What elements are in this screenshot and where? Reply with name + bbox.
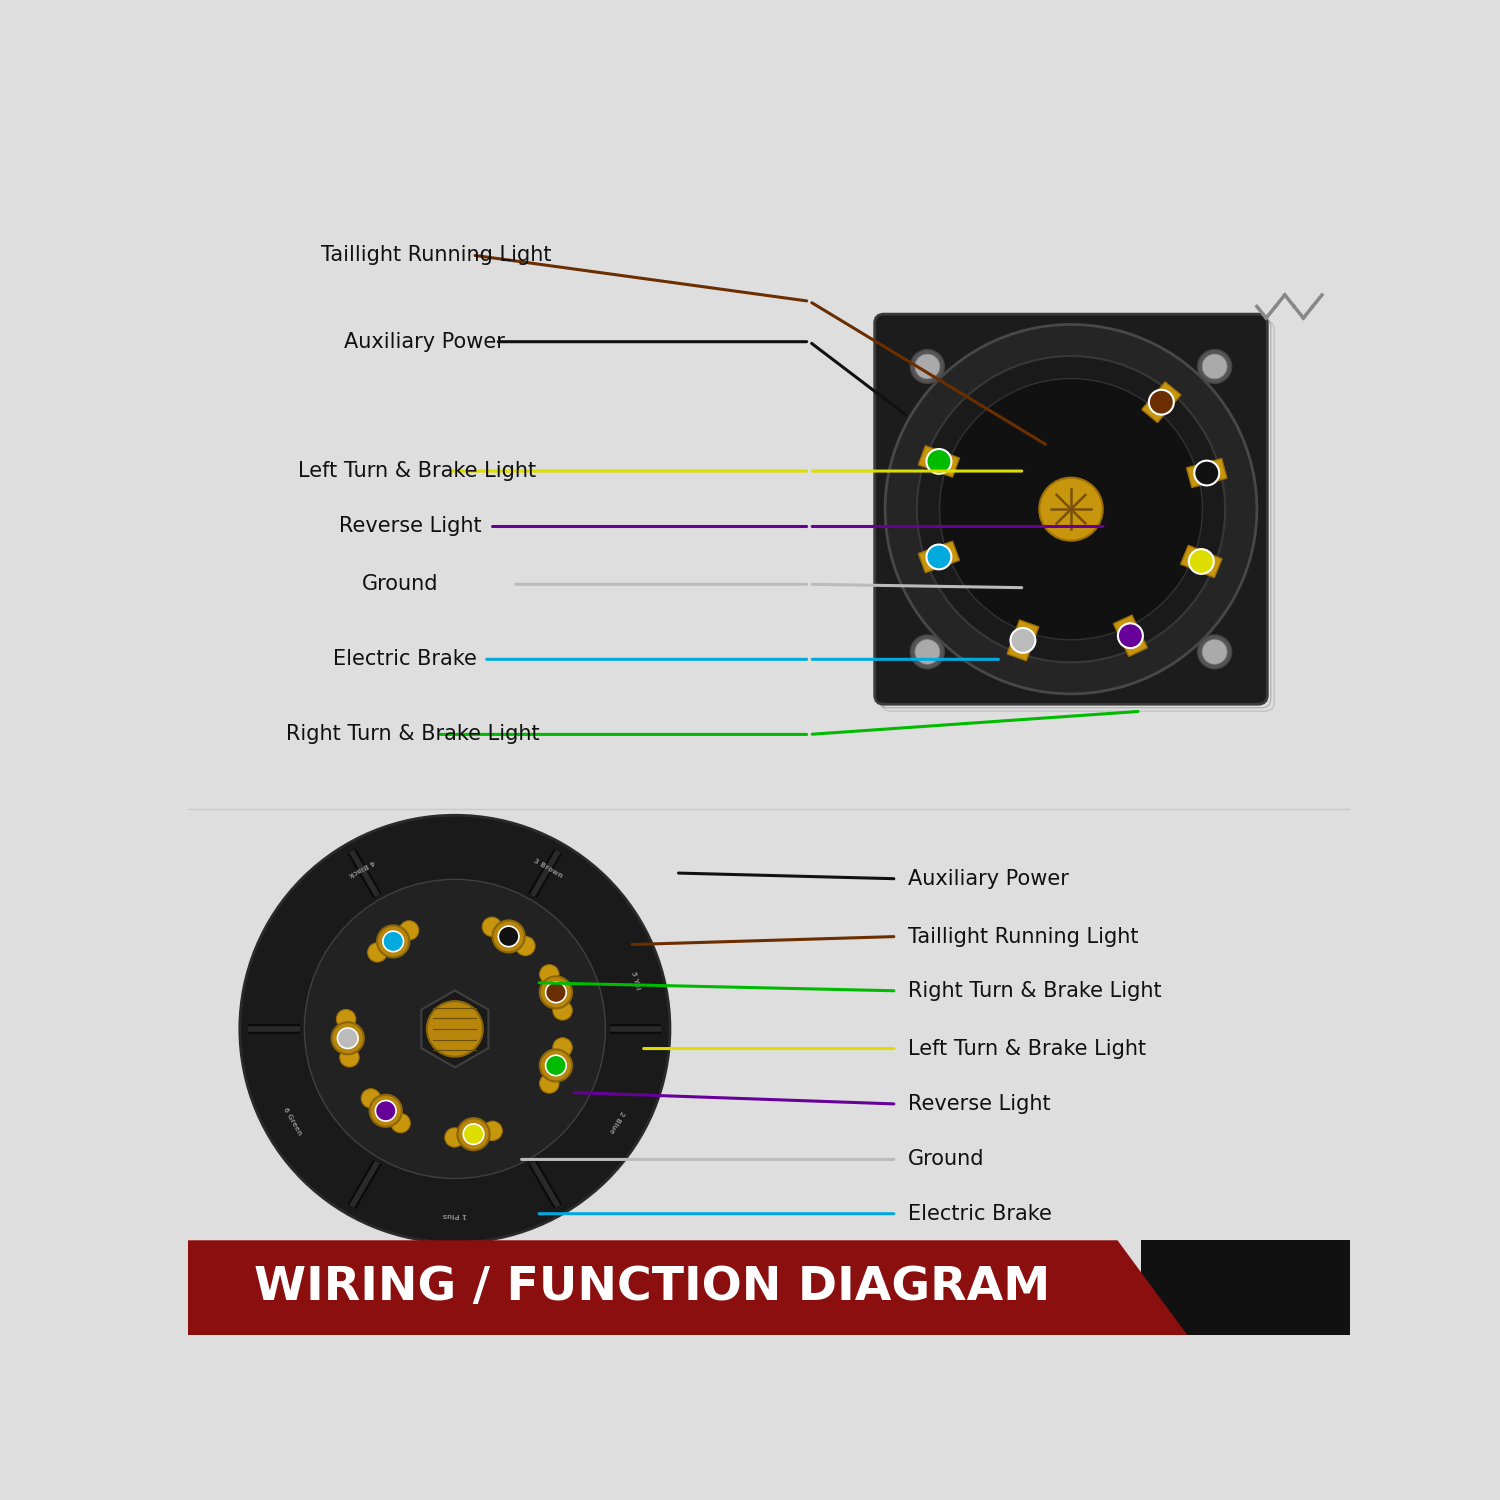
Circle shape bbox=[885, 324, 1257, 694]
Circle shape bbox=[446, 1128, 464, 1148]
Text: WIRING / FUNCTION DIAGRAM: WIRING / FUNCTION DIAGRAM bbox=[255, 1264, 1050, 1310]
Circle shape bbox=[546, 982, 566, 1002]
Text: 6 Green: 6 Green bbox=[282, 1107, 303, 1137]
Text: 1 Plus: 1 Plus bbox=[442, 1212, 466, 1218]
Polygon shape bbox=[1180, 546, 1222, 578]
Circle shape bbox=[369, 1095, 402, 1126]
Polygon shape bbox=[918, 542, 960, 573]
Circle shape bbox=[1202, 354, 1227, 380]
Circle shape bbox=[458, 1118, 489, 1150]
Circle shape bbox=[368, 944, 387, 962]
Text: Auxiliary Power: Auxiliary Power bbox=[345, 332, 506, 351]
Text: Electric Brake: Electric Brake bbox=[908, 1203, 1052, 1224]
Circle shape bbox=[340, 1048, 358, 1066]
Text: Taillight Running Light: Taillight Running Light bbox=[908, 927, 1138, 946]
Text: Ground: Ground bbox=[908, 1149, 984, 1170]
Circle shape bbox=[498, 926, 519, 946]
Circle shape bbox=[927, 544, 951, 570]
Circle shape bbox=[492, 921, 525, 952]
Circle shape bbox=[1202, 639, 1227, 664]
Polygon shape bbox=[1142, 382, 1180, 423]
Text: Auxiliary Power: Auxiliary Power bbox=[908, 868, 1070, 889]
Circle shape bbox=[362, 1089, 381, 1108]
Polygon shape bbox=[1113, 615, 1148, 657]
Circle shape bbox=[554, 1038, 572, 1058]
Circle shape bbox=[1011, 628, 1035, 652]
Text: Electric Brake: Electric Brake bbox=[333, 650, 477, 669]
Circle shape bbox=[554, 1000, 572, 1020]
Circle shape bbox=[1040, 477, 1102, 540]
Polygon shape bbox=[1007, 620, 1038, 662]
Circle shape bbox=[1190, 549, 1214, 574]
Circle shape bbox=[1149, 390, 1174, 414]
Text: Reverse Light: Reverse Light bbox=[908, 1094, 1052, 1114]
Circle shape bbox=[546, 1054, 566, 1076]
Circle shape bbox=[483, 1120, 502, 1140]
Text: Left Turn & Brake Light: Left Turn & Brake Light bbox=[908, 1038, 1146, 1059]
Circle shape bbox=[1194, 460, 1219, 486]
Circle shape bbox=[1118, 624, 1143, 648]
Circle shape bbox=[1197, 350, 1231, 384]
Circle shape bbox=[910, 634, 945, 669]
Circle shape bbox=[332, 1022, 364, 1054]
Text: 2 Blue: 2 Blue bbox=[608, 1110, 625, 1134]
Text: 3 Brown: 3 Brown bbox=[532, 856, 564, 879]
Circle shape bbox=[427, 1000, 483, 1056]
Text: Right Turn & Brake Light: Right Turn & Brake Light bbox=[286, 724, 540, 744]
Text: Right Turn & Brake Light: Right Turn & Brake Light bbox=[908, 981, 1162, 1000]
FancyBboxPatch shape bbox=[1140, 1240, 1350, 1335]
Circle shape bbox=[540, 976, 572, 1008]
Text: 4 Black: 4 Black bbox=[348, 858, 375, 877]
Circle shape bbox=[399, 921, 418, 940]
Circle shape bbox=[482, 916, 501, 936]
Polygon shape bbox=[422, 990, 489, 1068]
Circle shape bbox=[240, 816, 670, 1242]
Circle shape bbox=[375, 1101, 396, 1120]
Circle shape bbox=[304, 879, 606, 1179]
Circle shape bbox=[382, 932, 404, 951]
Text: Reverse Light: Reverse Light bbox=[339, 516, 482, 537]
Circle shape bbox=[338, 1028, 358, 1048]
Circle shape bbox=[927, 448, 951, 474]
Polygon shape bbox=[188, 1240, 1188, 1335]
Text: Left Turn & Brake Light: Left Turn & Brake Light bbox=[298, 460, 536, 482]
Polygon shape bbox=[1186, 459, 1227, 488]
Circle shape bbox=[1197, 634, 1231, 669]
Text: Ground: Ground bbox=[362, 574, 438, 594]
Circle shape bbox=[540, 964, 560, 984]
Text: 5 Yel: 5 Yel bbox=[630, 970, 640, 990]
Circle shape bbox=[916, 356, 1226, 663]
Circle shape bbox=[336, 1010, 356, 1029]
Circle shape bbox=[939, 378, 1203, 640]
Circle shape bbox=[540, 1074, 560, 1094]
Circle shape bbox=[376, 926, 410, 957]
Polygon shape bbox=[918, 446, 960, 477]
Circle shape bbox=[910, 350, 945, 384]
Circle shape bbox=[915, 639, 940, 664]
Circle shape bbox=[915, 354, 940, 380]
Circle shape bbox=[540, 1050, 572, 1082]
Circle shape bbox=[464, 1124, 484, 1144]
Circle shape bbox=[516, 936, 536, 956]
Circle shape bbox=[392, 1113, 411, 1132]
Text: Taillight Running Light: Taillight Running Light bbox=[321, 244, 552, 266]
FancyBboxPatch shape bbox=[874, 314, 1268, 704]
